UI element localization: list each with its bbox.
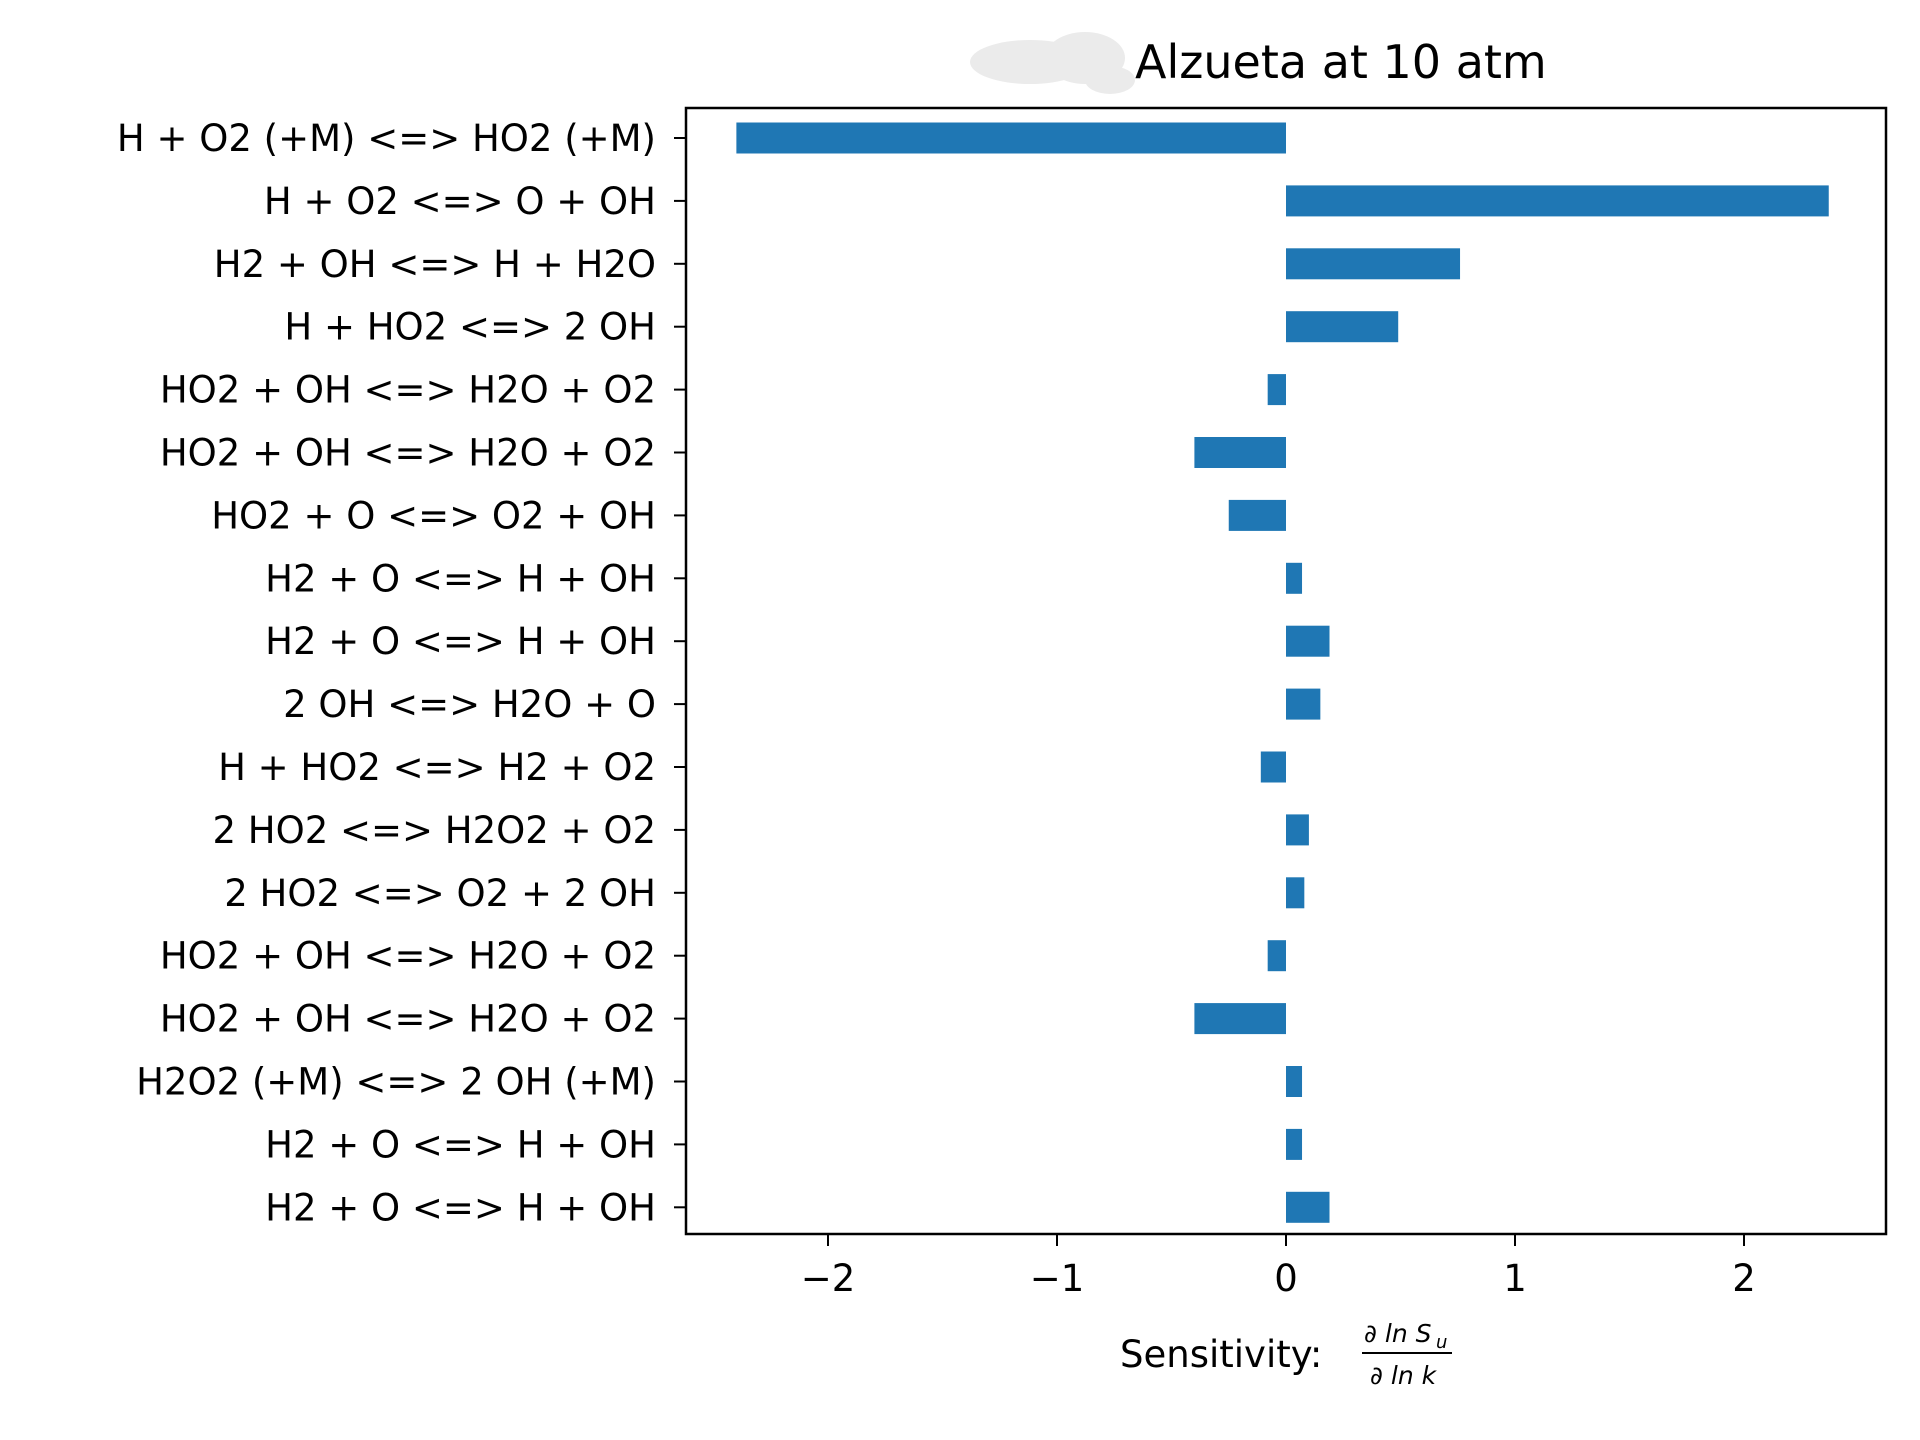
- y-tick-label: 2 HO2 <=> H2O2 + O2: [212, 809, 656, 852]
- x-tick-label: −2: [801, 1257, 856, 1300]
- y-tick-label: H2O2 (+M) <=> 2 OH (+M): [136, 1061, 656, 1104]
- x-axis-label-numerator: ∂ ln S: [1364, 1319, 1432, 1348]
- chart-title: Alzueta at 10 atm: [1135, 35, 1547, 89]
- x-axis-label: Sensitivity: ∂ ln S u ∂ ln k: [1120, 1319, 1452, 1390]
- bar: [1286, 1191, 1330, 1223]
- bar: [1286, 814, 1309, 846]
- bar: [1286, 185, 1829, 217]
- y-tick-label: HO2 + OH <=> H2O + O2: [160, 998, 656, 1041]
- bar: [1286, 688, 1321, 720]
- redaction-smudge: [970, 32, 1135, 94]
- bar: [1194, 437, 1286, 468]
- y-tick-label: H2 + O <=> H + OH: [265, 1123, 656, 1166]
- y-tick-label: H2 + O <=> H + OH: [265, 1186, 656, 1229]
- bar: [1286, 1128, 1303, 1160]
- x-tick-label: −1: [1030, 1257, 1085, 1300]
- bar: [1194, 1003, 1286, 1035]
- y-tick-label: 2 HO2 <=> O2 + 2 OH: [224, 872, 656, 915]
- bar: [1286, 248, 1461, 280]
- bar: [1286, 877, 1305, 909]
- bar: [1286, 625, 1330, 657]
- y-tick-label: H + HO2 <=> H2 + O2: [218, 746, 656, 789]
- x-axis-label-denominator: ∂ ln k: [1370, 1361, 1438, 1390]
- x-tick-label: 0: [1274, 1257, 1298, 1300]
- y-tick-label: H2 + O <=> H + OH: [265, 557, 656, 600]
- bars-group: [736, 122, 1829, 1223]
- y-tick-label: H + O2 <=> O + OH: [264, 180, 656, 223]
- y-tick-label: HO2 + OH <=> H2O + O2: [160, 935, 656, 978]
- y-tick-label: 2 OH <=> H2O + O: [283, 683, 656, 726]
- x-tick-label: 1: [1503, 1257, 1527, 1300]
- y-tick-labels: H + O2 (+M) <=> HO2 (+M) H + O2 <=> O + O…: [117, 117, 686, 1229]
- bar: [1260, 751, 1286, 783]
- bar: [1286, 311, 1399, 343]
- plot-frame: [684, 106, 1888, 1236]
- bar: [1267, 940, 1286, 972]
- y-tick-label: H2 + OH <=> H + H2O: [214, 243, 656, 286]
- bar: [736, 122, 1286, 154]
- x-axis-label-text: Sensitivity:: [1120, 1333, 1322, 1376]
- bar: [1286, 1066, 1303, 1097]
- bar: [1286, 562, 1303, 594]
- y-tick-label: H + O2 (+M) <=> HO2 (+M): [117, 117, 656, 160]
- y-tick-label: HO2 + O <=> O2 + OH: [211, 494, 656, 537]
- y-tick-label: HO2 + OH <=> H2O + O2: [160, 432, 656, 475]
- y-tick-label: HO2 + OH <=> H2O + O2: [160, 369, 656, 412]
- y-tick-label: H2 + O <=> H + OH: [265, 620, 656, 663]
- bar: [1228, 499, 1286, 531]
- bar: [1267, 374, 1286, 406]
- y-tick-label: H + HO2 <=> 2 OH: [284, 306, 656, 349]
- x-tick-label: 2: [1732, 1257, 1756, 1300]
- x-ticks: −2 −1 0 1 2: [801, 1234, 1756, 1300]
- x-axis-label-numerator-sub: u: [1436, 1332, 1447, 1353]
